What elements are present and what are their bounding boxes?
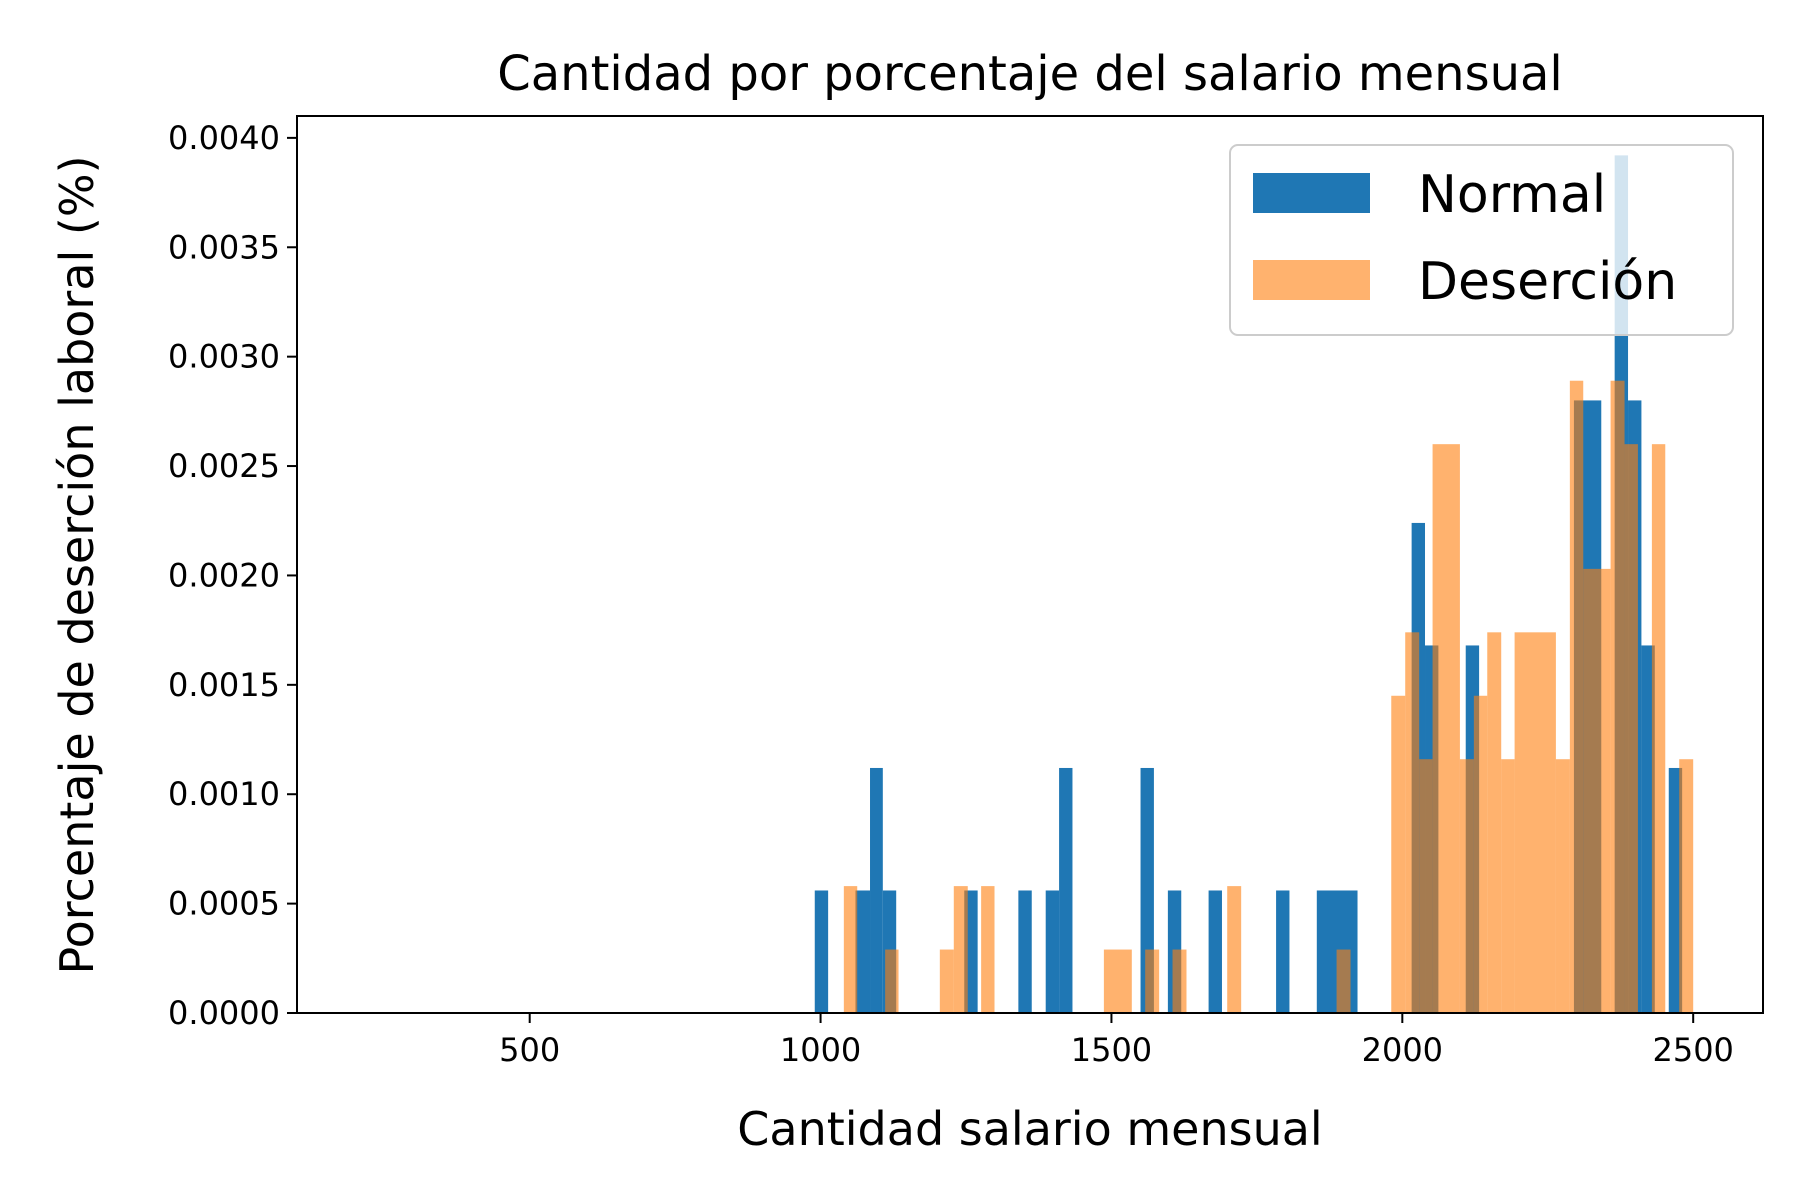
x-tick-label: 500 [499, 1031, 560, 1069]
bar-series0-20 [1668, 767, 1683, 1013]
bar-series0-5 [1018, 890, 1032, 1013]
bar-series0-10 [1208, 890, 1222, 1013]
bar-series1-10 [1391, 695, 1406, 1013]
bar-series1-25 [1679, 759, 1694, 1013]
bar-series1-21 [1583, 568, 1611, 1013]
legend-label-desercion: Deserción [1418, 252, 1677, 312]
bar-series1-22 [1610, 380, 1625, 1014]
bar-series0-2 [870, 767, 883, 1013]
bar-series1-5 [1103, 949, 1132, 1013]
bar-series1-0 [843, 886, 858, 1013]
bar-series1-20 [1569, 380, 1584, 1014]
legend-swatch-normal [1253, 173, 1370, 213]
chart-title: Cantidad por porcentaje del salario mens… [497, 46, 1563, 102]
bar-series0-7 [1059, 767, 1073, 1013]
bar-series0-0 [814, 890, 829, 1013]
x-axis-label: Cantidad salario mensual [737, 1102, 1322, 1156]
bar-series1-2 [939, 949, 954, 1013]
bar-series1-24 [1651, 444, 1666, 1013]
bar-series0-19 [1641, 645, 1655, 1013]
bar-series0-6 [1045, 890, 1060, 1013]
bar-series1-11 [1405, 632, 1420, 1013]
bar-series1-9 [1336, 949, 1351, 1013]
histogram-bars [814, 155, 1694, 1014]
y-tick-label: 0.0000 [168, 994, 280, 1032]
y-tick-label: 0.0035 [168, 228, 280, 266]
y-tick-label: 0.0040 [168, 119, 280, 157]
bar-series0-1 [855, 890, 871, 1013]
bar-series1-14 [1459, 759, 1474, 1013]
legend-swatch-desercion [1253, 260, 1370, 300]
y-tick-label: 0.0025 [168, 447, 280, 485]
y-tick-label: 0.0015 [168, 666, 280, 704]
y-tick-label: 0.0030 [168, 338, 280, 376]
bar-series1-3 [953, 886, 968, 1013]
x-axis-ticks: 500 1000 1500 2000 2500 [499, 1013, 1734, 1069]
bar-series1-13 [1432, 444, 1460, 1013]
series-1-bars [843, 380, 1694, 1014]
bar-series1-16 [1487, 632, 1502, 1013]
bar-series1-23 [1624, 444, 1638, 1013]
x-tick-label: 2500 [1652, 1031, 1733, 1069]
bar-series1-4 [981, 886, 995, 1013]
y-tick-label: 0.0005 [168, 885, 280, 923]
bar-series1-7 [1172, 949, 1187, 1013]
bar-series1-8 [1227, 886, 1242, 1013]
bar-series1-18 [1514, 632, 1556, 1013]
legend-label-normal: Normal [1418, 165, 1606, 225]
bar-series1-15 [1473, 695, 1488, 1013]
x-tick-label: 1500 [1071, 1031, 1152, 1069]
plot-frame [296, 115, 1764, 1014]
bar-series1-19 [1555, 759, 1570, 1013]
y-axis-label: Porcentaje de deserción laboral (%) [50, 155, 104, 974]
y-tick-label: 0.0010 [168, 775, 280, 813]
x-tick-label: 2000 [1362, 1031, 1443, 1069]
y-axis-ticks: 0.0000 0.0005 0.0010 0.0015 0.0020 0.0025 0.00… [168, 119, 297, 1032]
x-tick-label: 1000 [780, 1031, 861, 1069]
bar-series1-1 [885, 949, 899, 1013]
bar-series1-6 [1145, 949, 1160, 1013]
bar-series1-17 [1501, 759, 1515, 1013]
bar-series1-12 [1419, 759, 1433, 1013]
bar-series0-11 [1276, 890, 1290, 1013]
legend: Normal Deserción [1229, 144, 1734, 336]
y-tick-label: 0.0020 [168, 556, 280, 594]
